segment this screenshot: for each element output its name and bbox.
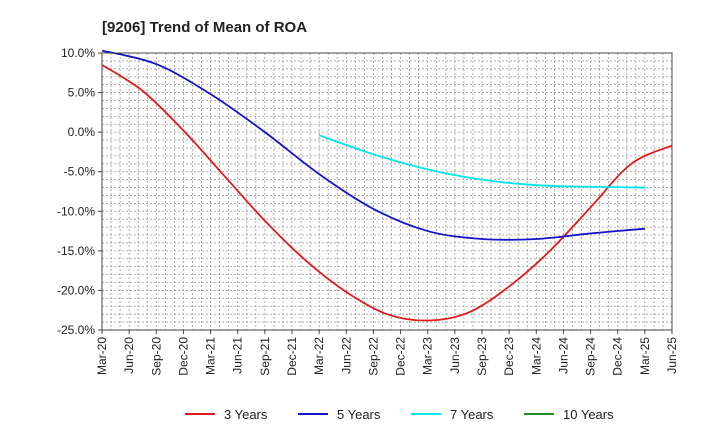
x-tick-label: Jun-24 xyxy=(556,337,570,374)
y-tick-label: -20.0% xyxy=(57,283,95,297)
y-axis: 10.0% 5.0% 0.0% -5.0% -10.0% -15.0% -20.0% -25.… xyxy=(57,46,102,337)
x-tick-label: Dec-24 xyxy=(611,337,625,376)
x-tick-label: Mar-22 xyxy=(312,337,326,375)
y-tick-label: -5.0% xyxy=(64,165,96,179)
series-lines xyxy=(101,49,673,322)
plot-frame xyxy=(101,52,673,331)
x-tick-label: Dec-23 xyxy=(502,337,516,376)
x-tick-label: Dec-21 xyxy=(285,337,299,376)
series-line-3-years xyxy=(101,64,673,322)
y-tick-label: -10.0% xyxy=(57,204,95,218)
y-tick-label: 5.0% xyxy=(68,86,96,100)
x-tick-label: Mar-21 xyxy=(204,337,218,375)
chart-title: [9206] Trend of Mean of ROA xyxy=(102,19,307,36)
x-tick-label: Jun-22 xyxy=(339,337,353,374)
legend: 3 Years 5 Years 7 Years 10 Years xyxy=(185,407,614,422)
legend-label: 5 Years xyxy=(337,407,381,422)
legend-label: 10 Years xyxy=(563,407,614,422)
x-tick-label: Jun-21 xyxy=(231,337,245,374)
x-axis: Mar-20 Jun-20 Sep-20 Dec-20 Mar-21 Jun-21 Sep-… xyxy=(95,330,679,376)
y-tick-label: -15.0% xyxy=(57,244,95,258)
x-tick-label: Mar-23 xyxy=(421,337,435,375)
y-tick-label: 0.0% xyxy=(68,125,96,139)
series-line-5-years xyxy=(101,49,645,241)
x-tick-label: Sep-20 xyxy=(149,337,163,376)
x-tick-label: Sep-21 xyxy=(258,337,272,376)
x-tick-label: Dec-22 xyxy=(394,337,408,376)
y-tick-label: -25.0% xyxy=(57,323,95,337)
legend-label: 3 Years xyxy=(224,407,268,422)
x-tick-label: Jun-23 xyxy=(448,337,462,374)
x-tick-label: Mar-24 xyxy=(529,337,543,375)
x-tick-label: Mar-25 xyxy=(638,337,652,375)
x-tick-label: Sep-22 xyxy=(366,337,380,376)
x-tick-label: Jun-25 xyxy=(665,337,679,374)
x-tick-label: Dec-20 xyxy=(176,337,190,376)
x-tick-label: Sep-23 xyxy=(475,337,489,376)
x-tick-label: Jun-20 xyxy=(122,337,136,374)
y-tick-label: 10.0% xyxy=(61,46,95,60)
legend-label: 7 Years xyxy=(450,407,494,422)
x-tick-label: Sep-24 xyxy=(584,337,598,376)
grid-lines xyxy=(102,53,672,330)
series-line-7-years xyxy=(318,134,645,189)
x-tick-label: Mar-20 xyxy=(95,337,109,375)
